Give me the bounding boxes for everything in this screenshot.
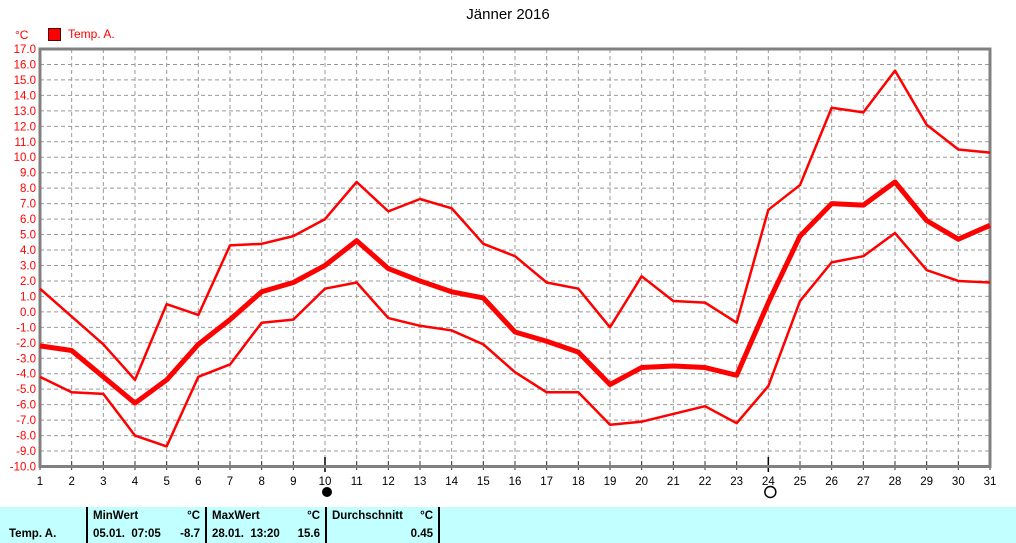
x-tick-label: 25: [794, 476, 807, 488]
y-tick-label: -8.0: [16, 431, 36, 443]
temp-max-line: [39, 69, 991, 382]
x-tick-label: 10: [319, 476, 332, 488]
x-tick-label: 24: [762, 476, 775, 488]
y-tick-label: -7.0: [16, 415, 36, 427]
legend-label: Temp. A.: [68, 27, 115, 41]
y-tick-label: 11.0: [14, 137, 36, 149]
x-tick-label: 2: [68, 476, 74, 488]
y-tick-label: 1.0: [20, 291, 36, 303]
new-moon-icon: [322, 487, 332, 497]
y-tick-label: 16.0: [14, 59, 36, 71]
x-tick-label: 29: [920, 476, 933, 488]
x-tick-label: 9: [290, 476, 296, 488]
x-tick-label: 21: [667, 476, 680, 488]
maxwert-header: MaxWert: [212, 510, 260, 522]
y-tick-label: -9.0: [16, 446, 36, 458]
y-tick-label: -10.0: [10, 462, 36, 474]
temperature-chart: -10.0 -9.0 -8.0 -7.0 -6.0 -5.0 -4.0 -3.0 -2.0 -1.…: [10, 44, 997, 499]
y-tick-label: 7.0: [20, 199, 36, 211]
y-tick-label: 4.0: [20, 245, 36, 257]
y-tick-label: 12.0: [14, 121, 36, 133]
minwert-unit: °C: [187, 510, 200, 522]
minwert-value: -8.7: [180, 528, 200, 540]
durchschnitt-unit: °C: [420, 510, 433, 522]
x-tick-label: 22: [699, 476, 712, 488]
stats-minwert-column: MinWert °C 05.01. 07:05 -8.7: [88, 507, 207, 543]
x-tick-label: 1: [37, 476, 43, 488]
temp-mean-line: [39, 179, 992, 406]
x-tick-label: 13: [414, 476, 427, 488]
y-tick-label: 3.0: [20, 260, 36, 272]
stats-empty-column: [440, 507, 1016, 543]
durchschnitt-header: Durchschnitt: [332, 510, 403, 522]
stats-row-label-column: Temp. A.: [0, 507, 88, 543]
minwert-datetime: 05.01. 07:05: [93, 528, 161, 540]
x-tick-label: 3: [100, 476, 106, 488]
x-tick-label: 31: [984, 476, 997, 488]
y-axis-unit-label: °C: [15, 28, 29, 42]
x-tick-label: 12: [382, 476, 395, 488]
x-tick-label: 7: [227, 476, 233, 488]
legend: Temp. A.: [48, 27, 115, 41]
x-tick-label: 20: [635, 476, 648, 488]
y-tick-label: -4.0: [16, 369, 36, 381]
y-tick-label: 15.0: [14, 75, 36, 87]
maxwert-datetime: 28.01. 13:20: [212, 528, 280, 540]
y-tick-label: 10.0: [14, 152, 36, 164]
stats-header-blank: [0, 507, 86, 525]
y-tick-label: -2.0: [16, 338, 36, 350]
x-tick-label: 8: [258, 476, 264, 488]
stats-table: Temp. A. MinWert °C 05.01. 07:05 -8.7 Ma…: [0, 507, 1016, 543]
maxwert-value: 15.6: [297, 528, 320, 540]
maxwert-unit: °C: [307, 510, 320, 522]
x-tick-label: 16: [509, 476, 522, 488]
x-tick-label: 11: [351, 476, 363, 488]
x-tick-label: 4: [132, 476, 139, 488]
plot-border: [38, 47, 992, 468]
x-tick-label: 15: [477, 476, 490, 488]
x-tick-label: 23: [730, 476, 743, 488]
full-moon-icon: [764, 485, 777, 499]
stats-row-label: Temp. A.: [9, 528, 57, 540]
y-tick-label: 14.0: [14, 90, 36, 102]
x-tick-label: 28: [889, 476, 902, 488]
temp-min-line: [39, 231, 991, 448]
y-tick-label: 5.0: [20, 230, 36, 242]
y-tick-label: -5.0: [16, 384, 36, 396]
y-tick-label: -1.0: [16, 322, 36, 334]
x-tick-label: 17: [540, 476, 553, 488]
y-tick-label: 9.0: [20, 168, 36, 180]
x-tick-label: 19: [604, 476, 617, 488]
y-tick-label: 2.0: [20, 276, 36, 288]
stats-maxwert-column: MaxWert °C 28.01. 13:20 15.6: [207, 507, 327, 543]
stats-durchschnitt-column: Durchschnitt °C 0.45: [327, 507, 440, 543]
x-tick-label: 6: [195, 476, 201, 488]
x-tick-label: 14: [445, 476, 458, 488]
x-tick-label: 5: [163, 476, 169, 488]
durchschnitt-value: 0.45: [410, 528, 433, 540]
y-tick-label: 0.0: [20, 307, 36, 319]
y-tick-label: -3.0: [16, 353, 36, 365]
x-tick-label: 30: [952, 476, 965, 488]
x-tick-label: 27: [857, 476, 870, 488]
y-tick-label: -6.0: [16, 400, 36, 412]
chart-title: Jänner 2016: [466, 6, 550, 23]
minwert-header: MinWert: [93, 510, 139, 522]
y-tick-label: 6.0: [20, 214, 36, 226]
y-tick-label: 8.0: [20, 183, 36, 195]
x-tick-label: 26: [825, 476, 838, 488]
x-tick-label: 18: [572, 476, 585, 488]
legend-swatch-icon: [48, 27, 61, 41]
y-tick-label: 13.0: [14, 106, 36, 118]
y-tick-label: 17.0: [14, 44, 36, 56]
